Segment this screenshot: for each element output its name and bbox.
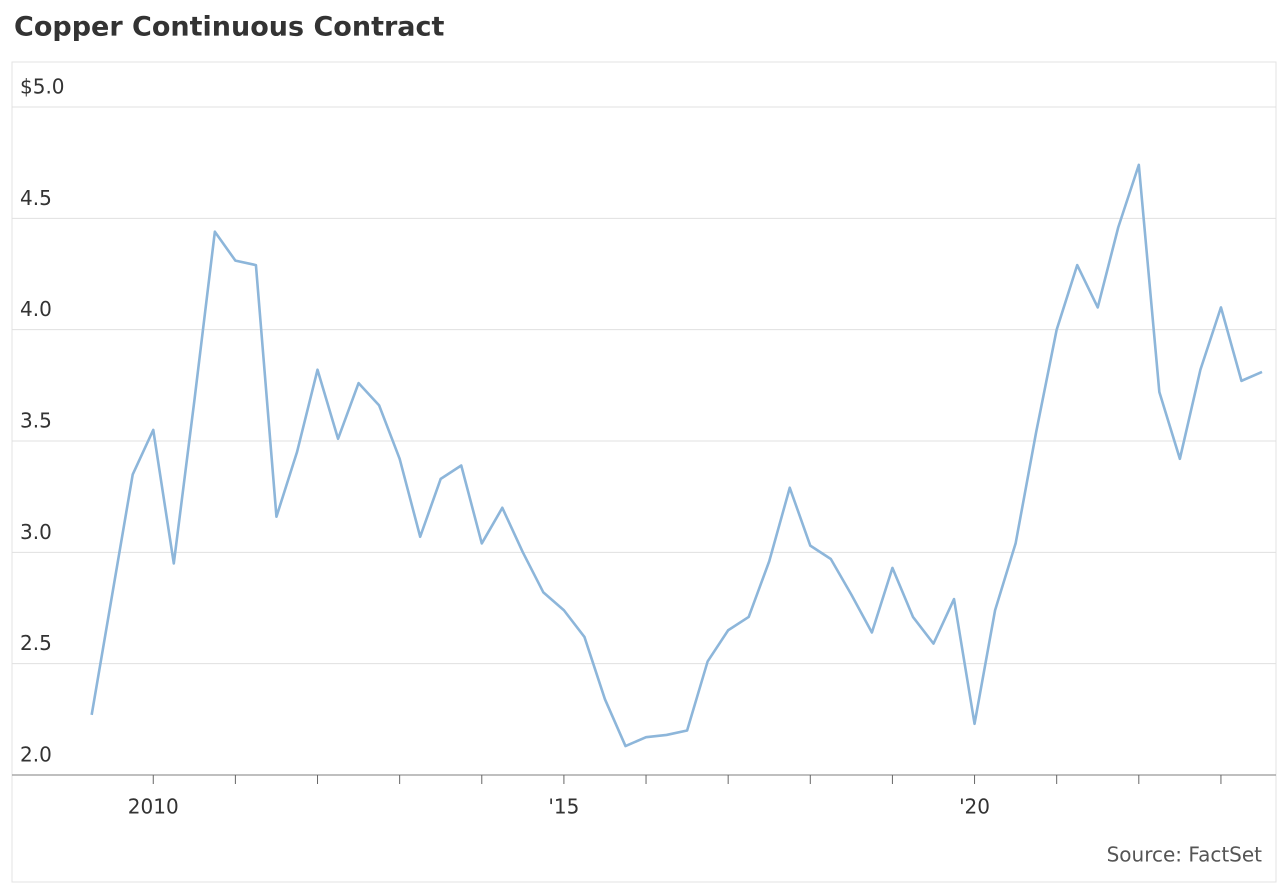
x-tick-label: '20 — [959, 795, 990, 819]
y-tick-label: 4.5 — [20, 186, 52, 210]
y-tick-label: 2.0 — [20, 743, 52, 767]
y-tick-label: 3.0 — [20, 520, 52, 544]
chart-title: Copper Continuous Contract — [14, 12, 445, 43]
y-tick-label: $5.0 — [20, 75, 65, 99]
y-tick-label: 2.5 — [20, 631, 52, 655]
x-tick-label: '15 — [548, 795, 579, 819]
chart-frame — [11, 61, 1277, 883]
y-tick-label: 3.5 — [20, 409, 52, 433]
price-line — [90, 163, 1263, 748]
y-tick-label: 4.0 — [20, 297, 52, 321]
source-note: Source: FactSet — [1107, 843, 1263, 867]
x-tick-label: 2010 — [128, 795, 179, 819]
